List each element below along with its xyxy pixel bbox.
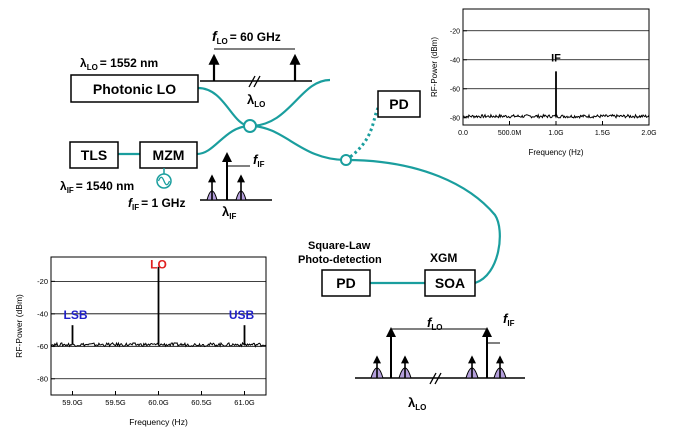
lo-rf-spectrum-chart: -20 -40 -60 -80 59.0G 59.5G 60.0G 60.5G 61.0G Fre… — [14, 256, 267, 427]
y-tick-label: -20 — [37, 277, 48, 286]
photonic-lo-label: Photonic LO — [93, 81, 176, 97]
y-tick-label: -80 — [450, 115, 460, 122]
mzm-output-spectrum — [200, 152, 272, 201]
lambda-if-label: λIF = 1540 nm — [60, 179, 134, 195]
x-tick-label: 0.0 — [458, 130, 468, 137]
mzm-label: MZM — [153, 147, 185, 163]
soa-f-lo-label: fLO — [427, 315, 442, 332]
x-tick-label: 2.0G — [641, 130, 656, 137]
f-lo-value-label: fLO = 60 GHz — [212, 28, 281, 46]
soa-f-if-label: fIF — [503, 311, 515, 328]
fiber-coupler-to-splitter — [249, 124, 347, 162]
y-tick-label: -60 — [450, 86, 460, 93]
x-tick-label: 1.0G — [548, 130, 563, 137]
x-tick-label: 59.5G — [105, 398, 126, 407]
f-if-value-label: fIF = 1 GHz — [128, 196, 185, 212]
noise-trace — [50, 341, 267, 348]
tls-label: TLS — [81, 147, 107, 163]
fiber-lo-to-coupler — [197, 86, 251, 128]
peak-label: IF — [551, 52, 561, 64]
fiber-mzm-to-coupler — [196, 124, 251, 156]
x-tick-label: 500.0M — [498, 130, 522, 137]
x-tick-label: 60.0G — [148, 398, 169, 407]
pd-bottom-label: PD — [336, 275, 355, 291]
lo-optical-spectrum — [200, 48, 312, 88]
f-if-spectrum-label: fIF — [253, 152, 265, 169]
soa-lambda-lo-label: λLO — [408, 395, 426, 412]
photo-detection-label: Photo-detection — [298, 254, 382, 266]
xgm-label: XGM — [430, 251, 457, 265]
pd-top-label: PD — [389, 96, 408, 112]
block-soa: SOA — [424, 269, 476, 297]
fiber-splitter-to-soa — [345, 158, 501, 285]
fiber-splitter — [340, 154, 352, 166]
rf-source-icon — [156, 173, 172, 189]
if-rf-spectrum-chart: -20 -40 -60 -80 0.0 500.0M 1.0G 1.5G 2.0G Frequen… — [430, 8, 657, 157]
soa-label: SOA — [435, 275, 465, 291]
y-axis-label: RF-Power (dBm) — [14, 294, 24, 358]
noise-trace — [462, 113, 650, 120]
block-pd-top: PD — [377, 90, 421, 118]
peak-label: LO — [150, 258, 167, 272]
axis-break-icon — [429, 372, 442, 385]
block-pd-bottom: PD — [321, 269, 371, 297]
x-tick-label: 59.0G — [62, 398, 83, 407]
fiber-coupler — [243, 119, 257, 133]
lambda-if-axis-label: λIF — [222, 204, 236, 221]
x-tick-label: 61.0G — [234, 398, 255, 407]
block-photonic-lo: Photonic LO — [70, 74, 199, 103]
y-tick-label: -80 — [37, 374, 48, 383]
fiber-coupler-upper — [249, 78, 331, 128]
lambda-lo-axis-label-top-text: λLO — [247, 92, 265, 109]
y-tick-label: -60 — [37, 342, 48, 351]
y-tick-label: -40 — [450, 57, 460, 64]
peak-label: USB — [229, 308, 255, 322]
block-mzm: MZM — [139, 141, 198, 169]
y-axis-label: RF-Power (dBm) — [430, 37, 439, 97]
peak-label: LSB — [64, 308, 88, 322]
x-axis-label: Frequency (Hz) — [528, 148, 583, 157]
x-axis-label: Frequency (Hz) — [129, 417, 188, 427]
square-law-label: Square-Law — [308, 240, 371, 252]
x-tick-label: 1.5G — [595, 130, 610, 137]
x-tick-label: 60.5G — [191, 398, 212, 407]
fiber-links — [118, 78, 501, 285]
y-tick-label: -20 — [450, 28, 460, 35]
fiber-splitter-to-pd-dotted — [345, 107, 380, 162]
soa-output-spectrum — [355, 327, 525, 385]
y-tick-label: -40 — [37, 309, 48, 318]
block-tls: TLS — [69, 141, 119, 169]
lambda-lo-label: λLO = 1552 nm — [80, 56, 158, 72]
axis-break-icon — [248, 75, 261, 88]
